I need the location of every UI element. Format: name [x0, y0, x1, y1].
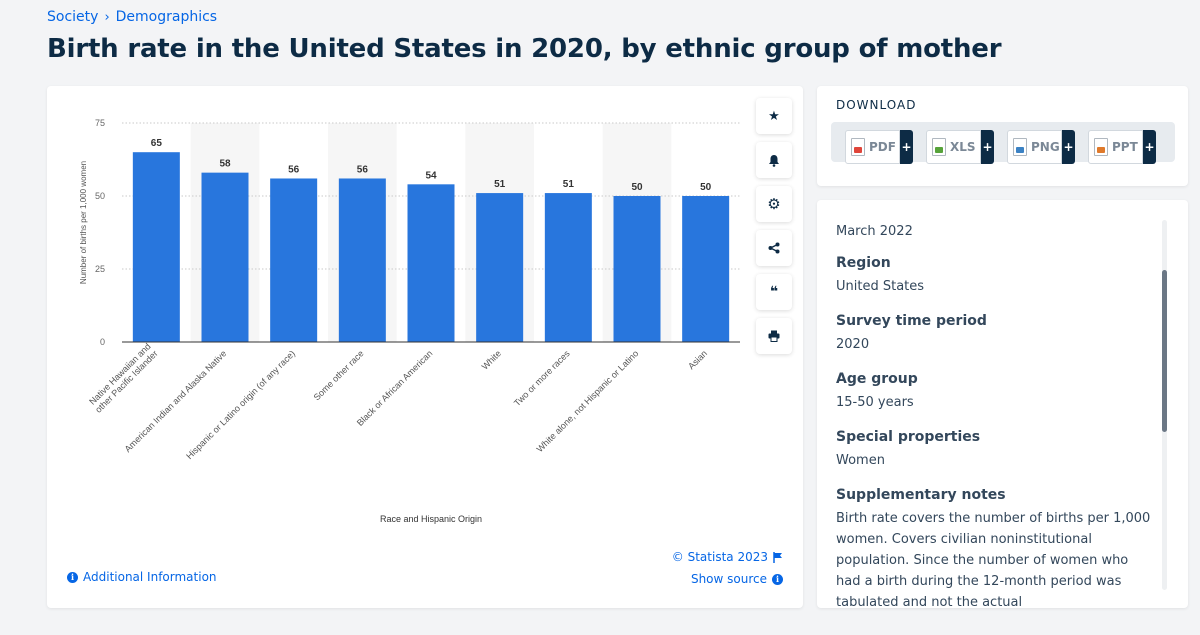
show-source-link[interactable]: Show source i: [691, 572, 783, 586]
info-icon: i: [772, 573, 783, 585]
download-pdf-face[interactable]: PDF: [845, 130, 900, 164]
x-tick-label: Some other race: [312, 348, 366, 402]
bar: [407, 184, 455, 342]
bar-value-label: 51: [494, 179, 506, 190]
bar-value-label: 54: [425, 170, 437, 181]
special-properties-value: Women: [836, 453, 885, 468]
additional-information-link[interactable]: i Additional Information: [67, 570, 217, 584]
bar: [613, 196, 661, 342]
bar-chart: 0 25 50 75 65 Native Hawaiian andother Pacifi…: [79, 118, 740, 524]
xls-file-icon: [932, 138, 946, 156]
additional-information-label[interactable]: Additional Information: [83, 570, 217, 584]
details-content: March 2022 Region United States Survey t…: [836, 224, 1151, 608]
bar: [270, 178, 318, 342]
breadcrumb: Society › Demographics: [47, 9, 217, 25]
bell-icon: [769, 154, 779, 167]
chart-card: 0 25 50 75 65 Native Hawaiian andother Pacifi…: [47, 86, 803, 608]
download-pdf-label: PDF: [869, 140, 896, 154]
supplementary-notes-value: Birth rate covers the number of births p…: [836, 511, 1151, 608]
download-xls-label: XLS: [950, 140, 976, 154]
y-tick-label: 25: [95, 264, 105, 274]
download-pdf-plus[interactable]: +: [900, 130, 913, 164]
region-label: Region: [836, 255, 891, 271]
show-source-label[interactable]: Show source: [690, 572, 767, 586]
age-group-value: 15-50 years: [836, 395, 914, 410]
bar-value-label: 50: [631, 182, 643, 193]
y-tick-label: 0: [100, 337, 105, 347]
bar-value-label: 51: [563, 179, 575, 190]
copyright-text[interactable]: © Statista 2023: [671, 550, 768, 564]
breadcrumb-separator: ›: [104, 9, 110, 25]
download-buttons: PDF + XLS + PNG + PPT +: [831, 122, 1175, 164]
x-tick-label: Two or more races: [512, 348, 572, 408]
bar-value-label: 58: [219, 159, 231, 170]
cite-button[interactable]: ❝: [756, 274, 792, 310]
bar-value-label: 50: [700, 182, 712, 193]
supplementary-notes-label: Supplementary notes: [836, 487, 1006, 503]
y-axis-title: Number of births per 1,000 women: [79, 161, 88, 284]
x-tick-label: Black or African American: [355, 348, 435, 428]
release-date: March 2022: [836, 224, 913, 239]
print-button[interactable]: [756, 318, 792, 354]
quote-icon: ❝: [769, 284, 779, 300]
gear-icon: ⚙: [767, 195, 781, 213]
star-icon: ★: [768, 108, 780, 124]
bar: [201, 172, 249, 342]
bar: [544, 193, 592, 342]
statistic-details-panel: March 2022 Region United States Survey t…: [817, 200, 1188, 608]
download-panel: DOWNLOAD PDF + XLS + PNG +: [817, 86, 1188, 186]
x-tick-label: Hispanic or Latino origin (of any race): [184, 348, 297, 461]
y-tick-label: 50: [95, 191, 105, 201]
bar: [682, 196, 730, 342]
ppt-file-icon: [1094, 138, 1108, 156]
info-icon: i: [67, 571, 78, 583]
flag-icon: [773, 551, 782, 563]
download-ppt-face[interactable]: PPT: [1088, 130, 1143, 164]
bar: [476, 193, 524, 342]
details-scrollbar[interactable]: [1162, 220, 1167, 590]
age-group-label: Age group: [836, 371, 918, 387]
download-png-label: PNG: [1031, 140, 1060, 154]
details-scrollbar-thumb[interactable]: [1162, 270, 1167, 432]
bar: [132, 152, 180, 342]
bar: [338, 178, 386, 342]
survey-period-label: Survey time period: [836, 313, 987, 329]
special-properties-label: Special properties: [836, 429, 981, 445]
download-xls-plus[interactable]: +: [981, 130, 994, 164]
breadcrumb-society[interactable]: Society: [47, 9, 99, 25]
share-button[interactable]: [756, 230, 792, 266]
download-png-plus[interactable]: +: [1062, 130, 1075, 164]
x-axis-title: Race and Hispanic Origin: [380, 514, 482, 524]
download-ppt-plus[interactable]: +: [1143, 130, 1156, 164]
page-title: Birth rate in the United States in 2020,…: [47, 34, 1002, 64]
x-tick-label: Asian: [686, 348, 709, 371]
notification-button[interactable]: [756, 142, 792, 178]
x-tick-label: Native Hawaiian andother Pacific Islande…: [86, 341, 160, 415]
breadcrumb-demographics[interactable]: Demographics: [115, 9, 218, 25]
png-file-icon: [1013, 138, 1027, 156]
download-png-face[interactable]: PNG: [1007, 130, 1062, 164]
bar-value-label: 65: [151, 138, 163, 149]
settings-button[interactable]: ⚙: [756, 186, 792, 222]
bar-value-label: 56: [288, 164, 300, 175]
print-icon: [768, 330, 780, 342]
download-ppt-label: PPT: [1112, 140, 1138, 154]
share-icon: [768, 242, 780, 254]
download-xls-face[interactable]: XLS: [926, 130, 981, 164]
survey-period-value: 2020: [836, 337, 870, 352]
pdf-file-icon: [851, 138, 865, 156]
favorite-button[interactable]: ★: [756, 98, 792, 134]
download-title: DOWNLOAD: [836, 98, 917, 112]
y-tick-label: 75: [95, 118, 105, 128]
bar-value-label: 56: [357, 164, 369, 175]
copyright[interactable]: © Statista 2023: [672, 550, 783, 564]
x-tick-label: White: [480, 348, 503, 371]
region-value: United States: [836, 279, 925, 294]
